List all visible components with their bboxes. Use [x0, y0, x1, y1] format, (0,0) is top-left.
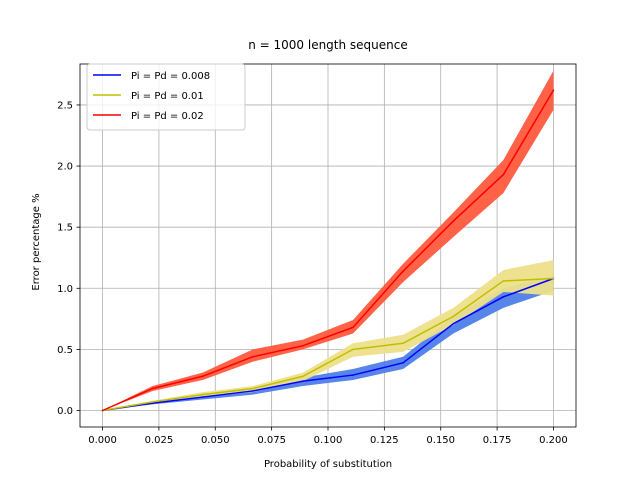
- data-point-series-3: [452, 220, 455, 222]
- series-line-1: [102, 277, 554, 412]
- data-point-series-2: [201, 393, 204, 396]
- y-tick-label: 2.0: [57, 162, 73, 173]
- y-tick-label: 1.0: [57, 284, 73, 295]
- x-tick-label: 0.050: [201, 435, 230, 446]
- data-point-series-1: [452, 322, 455, 325]
- data-point-series-2: [352, 348, 354, 351]
- data-point-series-1: [352, 374, 354, 376]
- data-point-series-2: [151, 401, 154, 403]
- x-tick-label: 0.100: [314, 435, 343, 446]
- y-tick-label: 1.5: [57, 223, 73, 234]
- legend: Pi = Pd = 0.008 Pi = Pd = 0.01 Pi = Pd = 0…: [86, 63, 246, 131]
- data-point-series-1: [201, 396, 204, 398]
- data-point-series-1: [502, 296, 505, 298]
- error-band-series-2: [102, 260, 554, 411]
- series-line-2: [102, 277, 554, 412]
- data-point-series-3: [502, 173, 505, 176]
- data-point-series-2: [302, 375, 304, 378]
- y-tick-label: 0.5: [57, 345, 73, 356]
- data-point-series-3: [302, 344, 304, 347]
- data-point-series-1: [402, 362, 404, 364]
- x-tick-label: 0.150: [426, 435, 455, 446]
- data-point-series-3: [151, 387, 154, 390]
- data-point-series-3: [101, 409, 104, 412]
- chart-title: n = 1000 length sequence: [248, 38, 408, 52]
- data-point-series-2: [402, 342, 404, 345]
- x-tick-label: 0.175: [483, 435, 512, 446]
- x-tick-label: 0.125: [370, 435, 399, 446]
- data-point-series-1: [252, 390, 254, 392]
- x-axis-ticks: 0.000 0.025 0.050 0.075 0.100 0.125 0.150 0.175…: [88, 427, 568, 446]
- x-tick-label: 0.075: [257, 435, 286, 446]
- data-point-series-3: [402, 270, 404, 272]
- series-lines: [101, 89, 555, 412]
- data-point-series-3: [352, 326, 354, 329]
- y-axis-label: Error percentage %: [31, 193, 42, 290]
- data-point-series-2: [502, 280, 505, 282]
- data-point-series-3: [201, 375, 204, 378]
- y-axis-ticks: 0.0 0.5 1.0 1.5 2.0 2.5: [57, 100, 80, 417]
- data-point-series-2: [252, 387, 254, 390]
- y-tick-label: 2.5: [57, 100, 73, 111]
- legend-label-series-2: Pi = Pd = 0.01: [131, 91, 204, 102]
- data-point-series-2: [552, 277, 555, 280]
- x-tick-label: 0.200: [539, 435, 568, 446]
- error-bands: [102, 70, 554, 411]
- y-tick-label: 0.0: [57, 406, 73, 417]
- series-line-3: [102, 89, 555, 412]
- data-point-series-3: [252, 355, 254, 358]
- data-point-series-2: [452, 315, 455, 318]
- legend-box: [86, 63, 246, 131]
- legend-label-series-1: Pi = Pd = 0.008: [131, 71, 210, 82]
- data-point-series-1: [302, 380, 304, 382]
- data-point-series-3: [552, 89, 555, 92]
- x-axis-label: Probability of substitution: [264, 459, 392, 470]
- legend-label-series-3: Pi = Pd = 0.02: [131, 111, 204, 122]
- x-tick-label: 0.025: [145, 435, 174, 446]
- x-tick-label: 0.000: [88, 435, 117, 446]
